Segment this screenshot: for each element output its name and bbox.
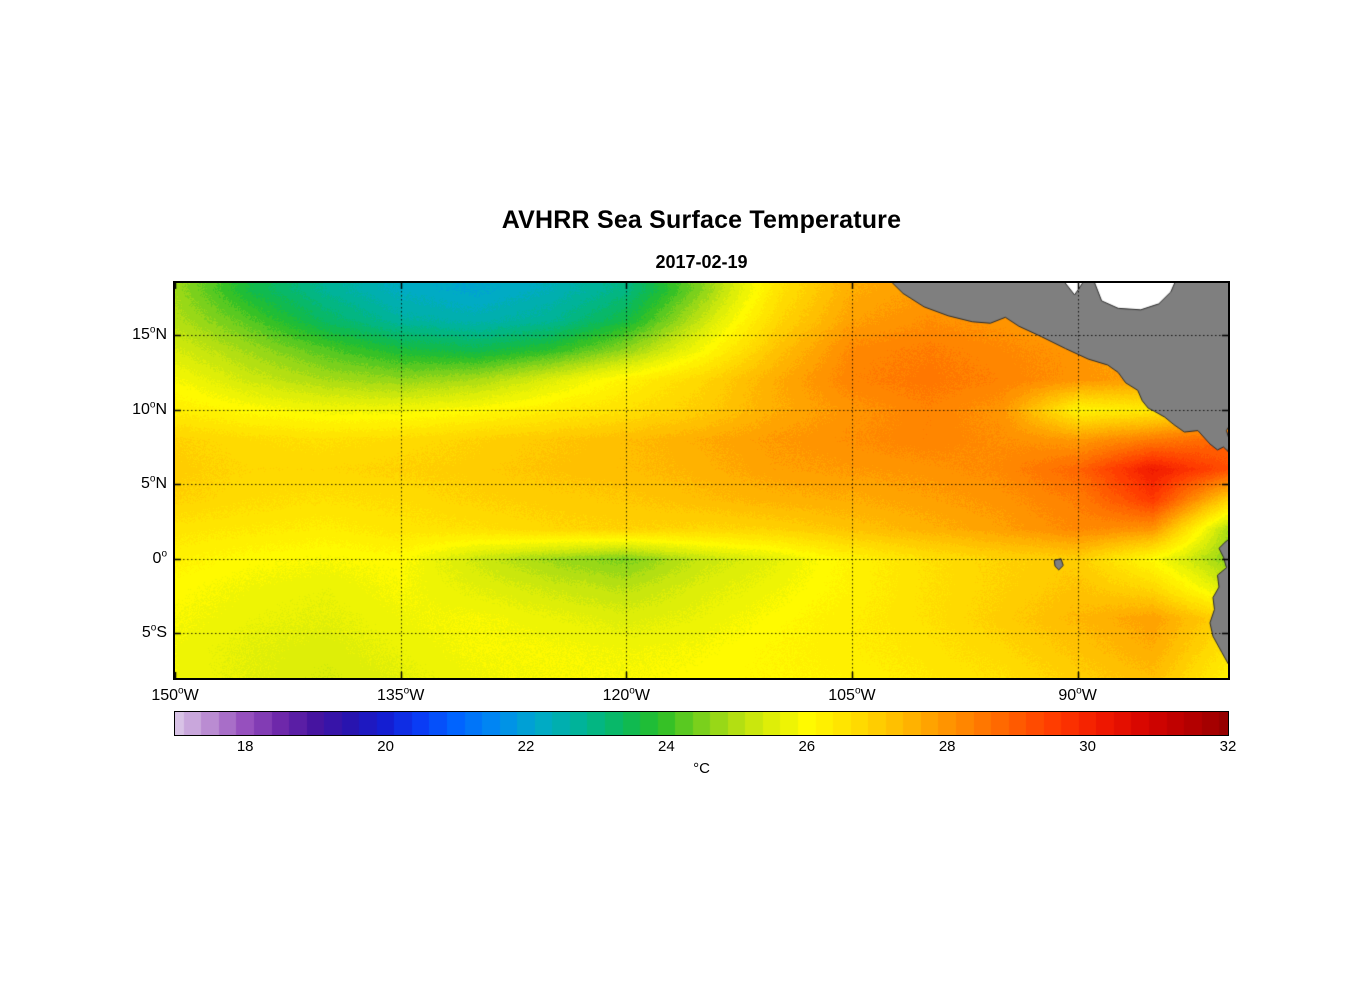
y-tick-label: 0o bbox=[152, 548, 167, 567]
sst-heatmap-canvas bbox=[175, 283, 1228, 678]
colorbar-tick-label: 20 bbox=[377, 738, 394, 755]
colorbar-unit-label: °C bbox=[693, 760, 710, 777]
x-tick-label: 135oW bbox=[376, 685, 425, 704]
colorbar-tick-label: 18 bbox=[236, 738, 254, 755]
colorbar-tick-label: 24 bbox=[658, 738, 675, 755]
x-tick-label: 150oW bbox=[151, 685, 199, 704]
y-tick-label: 15oN bbox=[132, 324, 167, 344]
chart-date-subtitle: 2017-02-19 bbox=[655, 252, 748, 272]
colorbar-tick-label: 22 bbox=[517, 738, 535, 755]
y-tick-label: 5oN bbox=[140, 473, 167, 493]
colorbar-tick-label: 26 bbox=[798, 738, 816, 755]
colorbar-canvas bbox=[175, 712, 1228, 735]
x-tick-label: 105oW bbox=[828, 685, 876, 704]
colorbar-frame bbox=[174, 711, 1229, 736]
x-tick-label: 120oW bbox=[602, 685, 650, 704]
chart-title: AVHRR Sea Surface Temperature bbox=[501, 206, 902, 234]
colorbar-tick-label: 28 bbox=[938, 738, 956, 755]
colorbar-tick-label: 30 bbox=[1079, 738, 1096, 755]
colorbar-tick-label: 32 bbox=[1219, 738, 1237, 755]
x-tick-label: 90oW bbox=[1058, 685, 1097, 704]
map-axes-frame bbox=[173, 281, 1230, 680]
y-tick-label: 10oN bbox=[132, 399, 167, 418]
y-tick-label: 5oS bbox=[141, 622, 167, 642]
